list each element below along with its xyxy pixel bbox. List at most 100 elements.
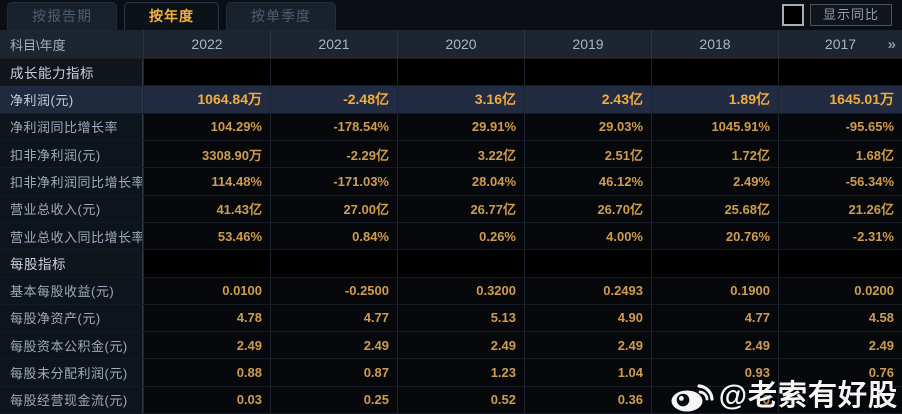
value-cell: 20.76% [651, 222, 778, 250]
row-label: 每股指标 [0, 250, 143, 277]
row-label: 每股净资产(元) [0, 304, 143, 332]
value-cell: 0.3200 [397, 277, 524, 304]
table-row: 净利润(元) 1064.84万 -2.48亿 3.16亿 2.43亿 1.89亿 1645… [0, 86, 902, 114]
period-tab-active[interactable]: 按年度 [124, 2, 219, 30]
value-cell: 5.13 [397, 304, 524, 332]
period-tab-inactive[interactable]: 按报告期 [7, 2, 117, 30]
value-cell [143, 250, 270, 277]
value-cell: -171.03% [270, 168, 397, 195]
table-row: 净利润同比增长率 104.29% -178.54% 29.91% 29.03% 1045… [0, 113, 902, 141]
value-cell: 2.49 [524, 332, 651, 359]
value-cell: 2.49 [778, 332, 902, 359]
table-row: 每股经营现金流(元) 0.03 0.25 0.52 0.36 0 [0, 386, 902, 414]
value-cell: 2.49% [651, 168, 778, 195]
value-cell: 3.22亿 [397, 140, 524, 168]
row-label: 成长能力指标 [0, 59, 143, 86]
show-yoy-checkbox[interactable] [781, 4, 804, 26]
row-label: 每股经营现金流(元) [0, 386, 143, 414]
year-column-header: 2019 [524, 30, 651, 58]
value-cell: 0 [651, 386, 778, 414]
table-header-row: 科目\年度 2022 2021 2020 2019 2018 2017» [0, 30, 902, 59]
show-yoy-control: 显示同比 [781, 4, 892, 26]
year-column-header: 2021 [270, 30, 397, 58]
row-label: 每股资本公积金(元) [0, 332, 143, 359]
year-column-header: 2018 [651, 30, 778, 58]
row-label: 扣非净利润(元) [0, 140, 143, 168]
value-cell: 4.77 [651, 304, 778, 332]
value-cell: 29.91% [397, 113, 524, 140]
corner-header: 科目\年度 [10, 37, 66, 53]
value-cell: 4.78 [143, 304, 270, 332]
value-cell: 27.00亿 [270, 195, 397, 222]
more-years-icon[interactable]: » [887, 35, 896, 53]
value-cell: 0.36 [524, 386, 651, 414]
value-cell [143, 59, 270, 86]
value-cell [397, 59, 524, 86]
value-cell: 2.49 [397, 332, 524, 359]
value-cell: 104.29% [143, 113, 270, 140]
value-cell: 0.03 [143, 386, 270, 414]
table-row: 扣非净利润同比增长率 114.48% -171.03% 28.04% 46.12% 2.… [0, 168, 902, 196]
value-cell: 0.1900 [651, 277, 778, 304]
value-cell: -2.29亿 [270, 140, 397, 168]
value-cell: 2.49 [270, 332, 397, 359]
value-cell: 0.87 [270, 359, 397, 386]
value-cell: 0.26% [397, 222, 524, 250]
value-cell: 0.93 [651, 359, 778, 386]
show-yoy-label[interactable]: 显示同比 [809, 4, 892, 26]
value-cell: 4.58 [778, 304, 902, 332]
value-cell: 0.25 [270, 386, 397, 414]
value-cell: 1645.01万 [778, 86, 902, 113]
table-body: 成长能力指标 净利润(元) 1064.84万 -2.48亿 3.16亿 2.43亿 1.… [0, 59, 902, 414]
table-row: 营业总收入(元) 41.43亿 27.00亿 26.77亿 26.70亿 25.68亿 2… [0, 195, 902, 223]
value-cell: 41.43亿 [143, 195, 270, 222]
value-cell: 2.49 [143, 332, 270, 359]
table-row: 营业总收入同比增长率 53.46% 0.84% 0.26% 4.00% 20.76% -2… [0, 222, 902, 251]
value-cell [778, 250, 902, 277]
value-cell [778, 59, 902, 86]
financial-indicators-table: 科目\年度 2022 2021 2020 2019 2018 2017» 成长能力指标 净… [0, 30, 902, 414]
value-cell [270, 250, 397, 277]
value-cell: 2.51亿 [524, 140, 651, 168]
value-cell: 1.04 [524, 359, 651, 386]
value-cell: 53.46% [143, 222, 270, 250]
row-label: 基本每股收益(元) [0, 277, 143, 304]
table-row: 每股资本公积金(元) 2.49 2.49 2.49 2.49 2.49 2.49 [0, 332, 902, 360]
value-cell [651, 250, 778, 277]
value-cell: 1.89亿 [651, 86, 778, 113]
value-cell: -2.31% [778, 222, 902, 250]
value-cell: 0.76 [778, 359, 902, 386]
table-row: 每股未分配利润(元) 0.88 0.87 1.23 1.04 0.93 0.76 [0, 359, 902, 387]
value-cell: -178.54% [270, 113, 397, 140]
row-label: 净利润(元) [0, 86, 143, 113]
value-cell: 0.2493 [524, 277, 651, 304]
value-cell: 4.00% [524, 222, 651, 250]
value-cell: 0.52 [397, 386, 524, 414]
value-cell: 0.0100 [143, 277, 270, 304]
value-cell: 0.0200 [778, 277, 902, 304]
value-cell: 2.43亿 [524, 86, 651, 113]
row-label: 扣非净利润同比增长率 [0, 168, 143, 195]
value-cell: 1064.84万 [143, 86, 270, 113]
value-cell: 46.12% [524, 168, 651, 195]
table-row: 基本每股收益(元) 0.0100 -0.2500 0.3200 0.2493 0.190… [0, 277, 902, 305]
row-label: 净利润同比增长率 [0, 113, 143, 140]
value-cell: 26.77亿 [397, 195, 524, 222]
value-cell [524, 59, 651, 86]
value-cell: 29.03% [524, 113, 651, 140]
value-cell: 4.77 [270, 304, 397, 332]
value-cell: 26.70亿 [524, 195, 651, 222]
value-cell: 28.04% [397, 168, 524, 195]
value-cell: -2.48亿 [270, 86, 397, 113]
value-cell: 21.26亿 [778, 195, 902, 222]
table-row: 扣非净利润(元) 3308.90万 -2.29亿 3.22亿 2.51亿 1.72亿 1.… [0, 140, 902, 169]
table-row: 每股净资产(元) 4.78 4.77 5.13 4.90 4.77 4.58 [0, 304, 902, 333]
row-label: 营业总收入(元) [0, 195, 143, 222]
period-tab-inactive[interactable]: 按单季度 [226, 2, 336, 30]
value-cell: -56.34% [778, 168, 902, 195]
value-cell: 2.49 [651, 332, 778, 359]
year-column-header: 2020 [397, 30, 524, 58]
value-cell [397, 250, 524, 277]
value-cell: -0.2500 [270, 277, 397, 304]
value-cell: 4.90 [524, 304, 651, 332]
